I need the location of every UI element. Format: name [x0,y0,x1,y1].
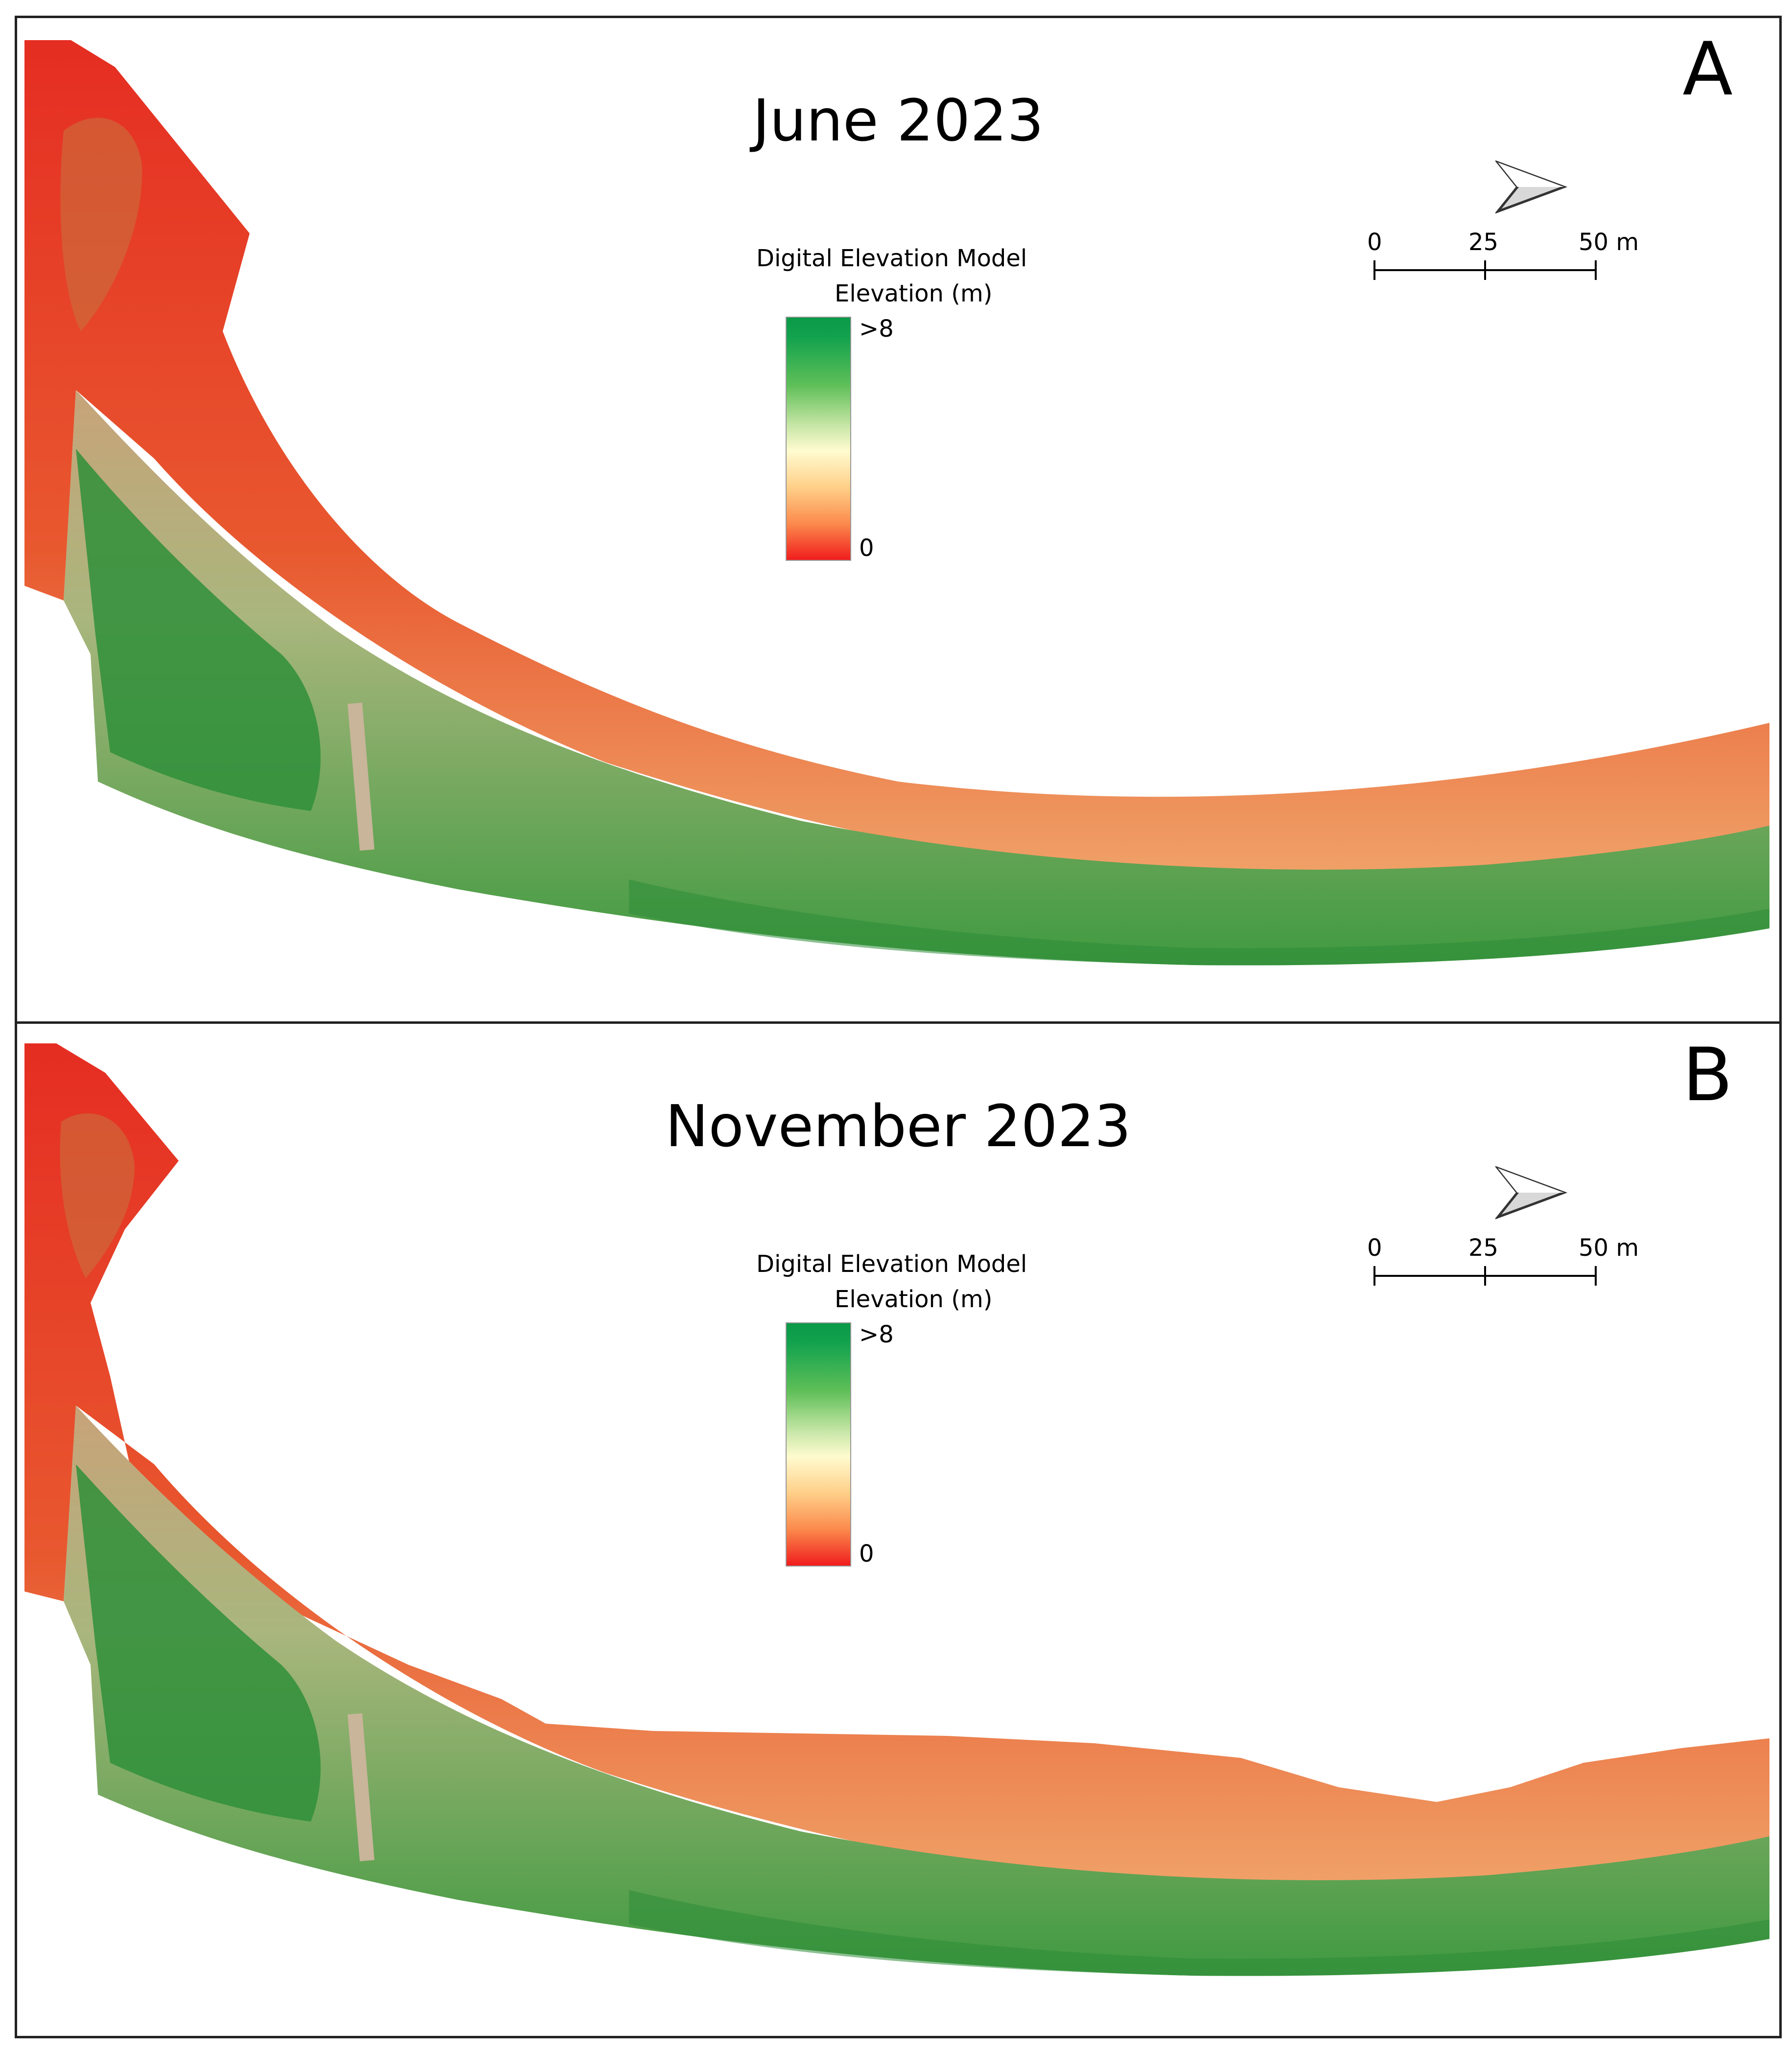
legend-color-ramp [786,317,851,561]
scale-label-0: 0 [1367,1234,1382,1262]
scale-label-50: 50 m [1579,1234,1639,1262]
legend-title: Digital Elevation Model Elevation (m) [756,241,1099,311]
legend-color-ramp [786,1322,851,1567]
scale-bar [1373,1266,1597,1286]
legend-max-label: >8 [859,1321,894,1348]
map-panel-b: B November 2023 Digital Elevation Model … [15,1021,1782,2038]
legend-min-label: 0 [859,1540,874,1568]
scale-label-25: 25 [1468,229,1499,256]
vegetation-dense-east [629,879,1769,966]
legend-min-label: 0 [859,534,874,562]
legend-title-line1: Digital Elevation Model [756,1250,1027,1278]
legend-title-line2: Elevation (m) [835,280,993,307]
footpath [348,702,374,851]
panel-letter: A [1682,27,1733,112]
beach-area [24,1043,1769,1897]
panel-letter: B [1682,1033,1733,1118]
legend-title: Digital Elevation Model Elevation (m) [756,1246,1099,1317]
legend-title-line2: Elevation (m) [835,1286,993,1313]
scale-bar [1373,260,1597,280]
dem-map-b [24,1043,1769,1976]
legend-max-label: >8 [859,315,894,343]
dune-upper-left [60,117,142,331]
beach-area [24,40,1769,887]
legend-title-line1: Digital Elevation Model [756,245,1027,272]
north-arrow-icon [1495,1166,1568,1220]
scale-and-north: 0 25 50 m [1367,1166,1667,1313]
elevation-legend: Digital Elevation Model Elevation (m) >8… [756,1246,1099,1568]
vegetation-dense-west [76,1464,321,1822]
elevation-legend: Digital Elevation Model Elevation (m) >8… [756,241,1099,562]
vegetation-dense-east [629,1890,1769,1976]
dune-upper-left [60,1113,135,1278]
vegetation-band [64,1406,1769,1976]
scale-label-25: 25 [1468,1234,1499,1262]
vegetation-dense-west [76,449,321,811]
scale-label-50: 50 m [1579,229,1639,256]
vegetation-band [64,390,1769,966]
panel-title: November 2023 [665,1092,1131,1160]
dem-map-a [24,40,1769,966]
scale-and-north: 0 25 50 m [1367,160,1667,307]
scale-label-0: 0 [1367,229,1382,256]
footpath [348,1713,374,1862]
panel-title: June 2023 [752,87,1044,154]
map-panel-a: A June 2023 Digital Elevation Model Elev… [15,16,1782,1026]
north-arrow-icon [1495,160,1568,214]
